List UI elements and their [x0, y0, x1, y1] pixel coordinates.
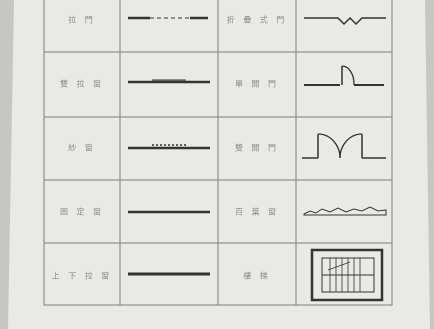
- screen-window-symbol: [128, 144, 210, 150]
- symbols: [128, 16, 387, 302]
- folding-door-symbol: [304, 16, 386, 26]
- louver-window-symbol: [303, 206, 387, 216]
- cell-label: 雙 拉 窗: [60, 79, 104, 89]
- labels: 拉 門 折 疊 式 門雙 拉 窗 單 開 門紗 窗 雙 開 門固 定 窗 百 葉 窗上 …: [52, 15, 288, 281]
- single-door-symbol: [304, 65, 384, 86]
- cell-label: 上 下 拉 窗: [52, 271, 113, 281]
- paper: [8, 0, 430, 329]
- stairs-symbol: [310, 248, 384, 302]
- double-sliding-window-symbol: [128, 79, 210, 84]
- cell-label: 折 疊 式 門: [227, 15, 288, 25]
- cell-label: 拉 門: [68, 15, 96, 25]
- cell-label: 百 葉 窗: [235, 207, 279, 217]
- cell-label: 樓 梯: [243, 271, 271, 281]
- cell-label: 雙 開 門: [235, 143, 279, 153]
- table-grid: [43, 0, 393, 306]
- cell-label: 固 定 窗: [60, 207, 104, 217]
- cell-label: 紗 窗: [68, 143, 96, 153]
- cell-label: 單 開 門: [235, 80, 279, 89]
- double-door-symbol: [302, 133, 386, 159]
